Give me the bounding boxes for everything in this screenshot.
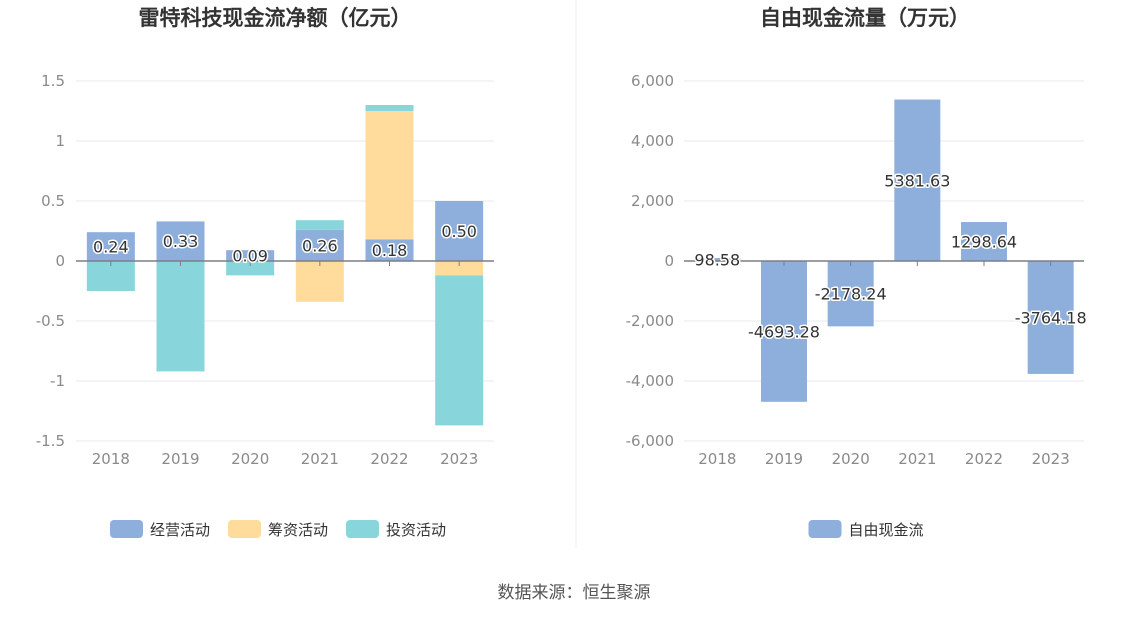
y-tick-label: -4,000 [626,372,674,390]
legend-label-free_cash_flow: 自由现金流 [849,521,924,539]
charts-canvas: 雷特科技现金流净额（亿元） 自由现金流量（万元） -1.5 -1 -0.5 0 0.5 1… [36,0,1088,548]
bar-financing [435,261,484,276]
data-source-note: 数据来源：恒生聚源 [497,583,651,603]
bar-financing [295,261,344,302]
x-tick-label: 2020 [231,450,269,468]
y-tick-label: 0.5 [41,192,65,210]
bar-investing [365,105,414,111]
bar-investing [435,275,484,426]
y-tick-label: -1.5 [36,432,65,450]
x-tick-label: 2018 [698,450,736,468]
bar-free_cash_flow [961,222,1007,261]
data-label: 0.24 [93,238,129,257]
legend-swatch-free_cash_flow [808,520,842,538]
bar-free_cash_flow [894,99,941,261]
x-tick-label: 2020 [832,450,870,468]
y-tick-label: 1 [55,132,65,150]
x-tick-label: 2021 [898,450,936,468]
y-tick-label: -0.5 [36,312,65,330]
bar-free_cash_flow [1027,261,1074,374]
bar-operating [365,239,414,261]
x-tick-label: 2018 [92,450,130,468]
legend-label-financing: 筹资活动 [268,521,328,539]
bar-investing [156,261,205,372]
y-tick-label: 0 [664,252,674,270]
data-label: 0.33 [163,232,199,251]
y-tick-label: -2,000 [626,312,674,330]
legend-label-investing: 投资活动 [386,521,446,539]
left-chart: -1.5 -1 -0.5 0 0.5 1 1.5 2018 2019 2020 2021 2022 20… [36,72,494,539]
bar-free_cash_flow [694,258,741,261]
data-label: -4693.28 [748,322,820,341]
x-tick-label: 2022 [965,450,1003,468]
y-tick-label: -1 [50,372,65,390]
x-tick-label: 2021 [301,450,339,468]
bar-operating [156,221,205,261]
y-tick-label: 6,000 [631,72,674,90]
data-label: -2178.24 [815,285,887,304]
bar-free_cash_flow [827,261,874,327]
y-tick-label: 1.5 [41,72,65,90]
data-label: 0.50 [441,222,477,241]
y-tick-label: -6,000 [626,432,674,450]
y-tick-label: 0 [55,252,65,270]
bar-operating [295,229,344,261]
data-label: 98.58 [694,251,740,270]
right-chart: -6,000 -4,000 -2,000 0 2,000 4,000 6,000 2018 20… [626,72,1088,539]
right-chart-title: 自由现金流量（万元） [760,6,970,30]
legend-swatch-investing [346,520,379,538]
bar-financing [365,111,414,240]
bar-operating [226,250,275,261]
legend-swatch-financing [228,520,261,538]
y-tick-label: 4,000 [631,132,674,150]
data-label: 5381.63 [884,171,950,190]
x-tick-label: 2023 [440,450,478,468]
data-label: 0.26 [302,236,338,255]
data-label: 0.09 [232,247,268,266]
x-tick-label: 2022 [370,450,408,468]
x-tick-label: 2019 [161,450,199,468]
bar-operating [435,201,484,261]
x-tick-label: 2023 [1032,450,1070,468]
bar-investing [295,220,344,230]
bar-investing [226,261,275,276]
left-chart-title: 雷特科技现金流净额（亿元） [139,6,412,30]
bar-operating [86,232,135,261]
x-tick-label: 2019 [765,450,803,468]
y-tick-label: 2,000 [631,192,674,210]
data-label: 0.18 [372,241,408,260]
legend-swatch-operating [110,520,143,538]
legend-label-operating: 经营活动 [150,521,210,539]
data-label: 1298.64 [951,233,1017,252]
data-label: -3764.18 [1015,308,1087,327]
bar-free_cash_flow [761,261,807,402]
